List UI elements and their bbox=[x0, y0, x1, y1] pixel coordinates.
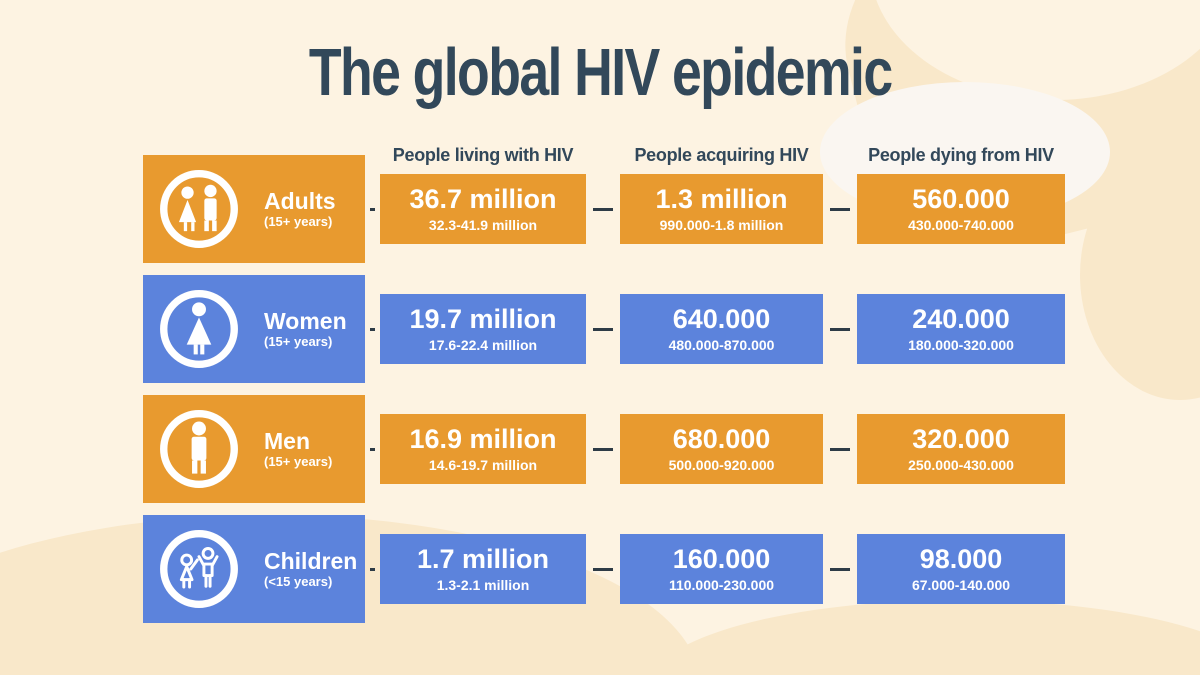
row-label-text: Men (15+ years) bbox=[264, 429, 332, 468]
connector-dash bbox=[370, 447, 375, 451]
cell-range: 32.3-41.9 million bbox=[428, 216, 538, 233]
row-label-main: Men bbox=[264, 428, 310, 455]
cell-range: 430.000-740.000 bbox=[908, 216, 1014, 233]
connector-dash bbox=[593, 207, 613, 211]
cell-range: 480.000-870.000 bbox=[668, 336, 775, 353]
row-label-text: Children (<15 years) bbox=[264, 549, 357, 588]
connector-dash bbox=[370, 567, 375, 571]
cell-women-dying: 240.000 180.000-320.000 bbox=[857, 294, 1065, 364]
cell-range: 990.000-1.8 million bbox=[659, 216, 784, 233]
table-row-men: Men (15+ years) 16.9 million 14.6-19.7 m… bbox=[143, 395, 1065, 503]
connector-dash bbox=[370, 327, 375, 331]
connector-gap bbox=[586, 207, 620, 211]
connector-dash bbox=[593, 327, 613, 331]
cell-range: 67.000-140.000 bbox=[911, 576, 1011, 593]
cell-value: 320.000 bbox=[912, 424, 1010, 455]
cell-value: 680.000 bbox=[672, 424, 771, 455]
cell-adults-acquiring: 1.3 million 990.000-1.8 million bbox=[620, 174, 823, 244]
cell-range: 17.6-22.4 million bbox=[428, 336, 538, 353]
column-header-dying: People dying from HIV bbox=[868, 145, 1054, 165]
cell-value: 560.000 bbox=[912, 184, 1010, 215]
row-label-children: Children (<15 years) bbox=[143, 515, 365, 623]
table-row-adults: Adults (15+ years) 36.7 million 32.3-41.… bbox=[143, 155, 1065, 263]
cell-adults-living: 36.7 million 32.3-41.9 million bbox=[380, 174, 586, 244]
cell-value: 240.000 bbox=[912, 304, 1010, 335]
table-row-women: Women (15+ years) 19.7 million 17.6-22.4… bbox=[143, 275, 1065, 383]
connector-gap bbox=[823, 447, 857, 451]
column-header-acquiring: People acquiring HIV bbox=[634, 145, 809, 165]
women-icon bbox=[160, 290, 238, 368]
connector-dash bbox=[830, 207, 850, 211]
data-rows: Adults (15+ years) 36.7 million 32.3-41.… bbox=[143, 155, 1065, 635]
connector-gap bbox=[823, 207, 857, 211]
connector-dash bbox=[593, 567, 613, 571]
cell-women-acquiring: 640.000 480.000-870.000 bbox=[620, 294, 823, 364]
connector-gap bbox=[823, 567, 857, 571]
cell-range: 1.3-2.1 million bbox=[436, 576, 530, 593]
connector-gap bbox=[365, 567, 380, 571]
cell-children-living: 1.7 million 1.3-2.1 million bbox=[380, 534, 586, 604]
connector-gap bbox=[365, 207, 380, 211]
row-label-main: Women bbox=[264, 308, 347, 335]
cell-value: 98.000 bbox=[919, 544, 1003, 575]
connector-gap bbox=[365, 447, 380, 451]
row-label-sub: (15+ years) bbox=[264, 453, 333, 469]
cell-range: 14.6-19.7 million bbox=[428, 456, 538, 473]
row-label-sub: (15+ years) bbox=[264, 213, 333, 229]
table-row-children: Children (<15 years) 1.7 million 1.3-2.1… bbox=[143, 515, 1065, 623]
column-headers: People living with HIV People acquiring … bbox=[380, 145, 1065, 166]
row-label-text: Adults (15+ years) bbox=[264, 189, 336, 228]
cell-adults-dying: 560.000 430.000-740.000 bbox=[857, 174, 1065, 244]
connector-gap bbox=[365, 327, 380, 331]
cell-women-living: 19.7 million 17.6-22.4 million bbox=[380, 294, 586, 364]
row-label-text: Women (15+ years) bbox=[264, 309, 347, 348]
cell-value: 1.3 million bbox=[655, 184, 788, 215]
cell-men-living: 16.9 million 14.6-19.7 million bbox=[380, 414, 586, 484]
connector-gap bbox=[823, 327, 857, 331]
connector-dash bbox=[593, 447, 613, 451]
row-label-adults: Adults (15+ years) bbox=[143, 155, 365, 263]
cell-men-acquiring: 680.000 500.000-920.000 bbox=[620, 414, 823, 484]
cell-range: 250.000-430.000 bbox=[908, 456, 1014, 473]
children-icon bbox=[160, 530, 238, 608]
connector-gap bbox=[586, 567, 620, 571]
men-icon bbox=[160, 410, 238, 488]
cell-men-dying: 320.000 250.000-430.000 bbox=[857, 414, 1065, 484]
connector-dash bbox=[830, 567, 850, 571]
cell-children-dying: 98.000 67.000-140.000 bbox=[857, 534, 1065, 604]
cell-value: 19.7 million bbox=[409, 304, 557, 335]
row-label-main: Children bbox=[264, 548, 358, 575]
row-label-women: Women (15+ years) bbox=[143, 275, 365, 383]
connector-gap bbox=[586, 447, 620, 451]
cell-children-acquiring: 160.000 110.000-230.000 bbox=[620, 534, 823, 604]
column-header-living: People living with HIV bbox=[392, 145, 574, 165]
row-label-men: Men (15+ years) bbox=[143, 395, 365, 503]
connector-dash bbox=[370, 207, 375, 211]
cell-range: 110.000-230.000 bbox=[668, 576, 775, 593]
row-label-main: Adults bbox=[264, 188, 336, 215]
page-title-text: The global HIV epidemic bbox=[308, 35, 893, 110]
cell-value: 16.9 million bbox=[409, 424, 557, 455]
cell-value: 36.7 million bbox=[409, 184, 557, 215]
cell-range: 180.000-320.000 bbox=[908, 336, 1014, 353]
cell-value: 1.7 million bbox=[416, 544, 550, 575]
connector-gap bbox=[586, 327, 620, 331]
cell-range: 500.000-920.000 bbox=[668, 456, 775, 473]
connector-dash bbox=[830, 327, 850, 331]
cell-value: 160.000 bbox=[672, 544, 771, 575]
adults-icon bbox=[160, 170, 238, 248]
connector-dash bbox=[830, 447, 850, 451]
row-label-sub: (<15 years) bbox=[264, 573, 333, 589]
cell-value: 640.000 bbox=[672, 304, 771, 335]
row-label-sub: (15+ years) bbox=[264, 333, 333, 349]
page-title: The global HIV epidemic bbox=[0, 34, 1200, 111]
